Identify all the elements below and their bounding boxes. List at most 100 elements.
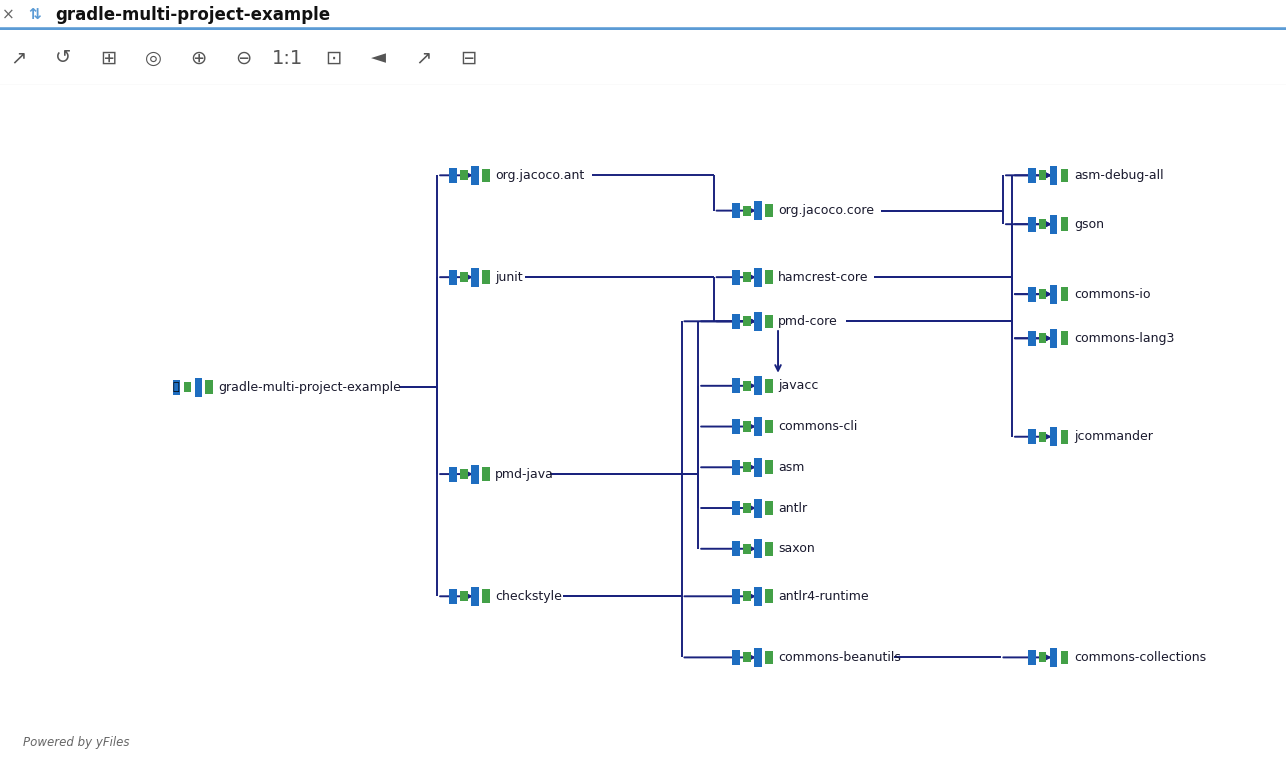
Bar — [765, 270, 773, 284]
Bar — [460, 170, 468, 180]
Text: ⇅: ⇅ — [28, 8, 41, 22]
Text: Powered by yFiles: Powered by yFiles — [23, 736, 130, 749]
Bar — [732, 378, 739, 393]
Text: jcommander: jcommander — [1074, 430, 1152, 443]
Text: commons-collections: commons-collections — [1074, 651, 1206, 664]
Bar — [482, 270, 490, 284]
Bar — [765, 379, 773, 393]
Bar — [743, 544, 751, 554]
Text: ⊕: ⊕ — [190, 48, 206, 67]
Bar — [754, 587, 761, 606]
Bar — [1061, 651, 1069, 664]
Bar — [754, 312, 761, 331]
Bar — [460, 469, 468, 479]
Bar — [1061, 430, 1069, 444]
Text: ↗: ↗ — [415, 48, 431, 67]
Text: asm: asm — [778, 461, 805, 474]
Text: ⊟: ⊟ — [460, 48, 476, 67]
Text: antlr4-runtime: antlr4-runtime — [778, 590, 868, 603]
Bar — [754, 499, 761, 517]
Bar — [732, 460, 739, 474]
Bar — [732, 589, 739, 604]
Bar — [1028, 331, 1035, 346]
Bar — [754, 648, 761, 667]
Bar — [743, 591, 751, 601]
Bar — [449, 467, 457, 481]
Text: commons-beanutils: commons-beanutils — [778, 651, 901, 664]
Bar — [1061, 332, 1069, 345]
Text: ⊡: ⊡ — [325, 48, 341, 67]
Text: 🐘: 🐘 — [172, 382, 180, 392]
Bar — [1049, 648, 1057, 667]
Bar — [765, 461, 773, 474]
Text: checkstyle: checkstyle — [495, 590, 562, 603]
Text: ↺: ↺ — [55, 48, 71, 67]
Bar — [482, 590, 490, 603]
Bar — [1049, 215, 1057, 234]
Text: gson: gson — [1074, 218, 1103, 231]
Bar — [765, 651, 773, 664]
Bar — [1028, 217, 1035, 231]
Bar — [194, 377, 202, 397]
Bar — [732, 650, 739, 665]
Text: commons-cli: commons-cli — [778, 420, 858, 433]
Bar — [743, 422, 751, 432]
Bar — [743, 652, 751, 662]
Text: saxon: saxon — [778, 542, 815, 555]
Bar — [1039, 219, 1047, 229]
Bar — [743, 272, 751, 282]
Bar — [765, 542, 773, 555]
Bar — [449, 168, 457, 183]
Bar — [732, 419, 739, 434]
Text: org.jacoco.core: org.jacoco.core — [778, 204, 874, 217]
Text: antlr: antlr — [778, 501, 808, 514]
Text: pmd-java: pmd-java — [495, 468, 554, 481]
Bar — [471, 465, 478, 484]
Bar — [765, 590, 773, 603]
Bar — [206, 380, 213, 394]
Text: pmd-core: pmd-core — [778, 315, 837, 328]
Bar — [732, 270, 739, 285]
Text: commons-io: commons-io — [1074, 287, 1150, 300]
Bar — [754, 539, 761, 558]
Text: ◄: ◄ — [370, 48, 386, 67]
Bar — [732, 541, 739, 556]
Bar — [184, 382, 192, 392]
Bar — [743, 316, 751, 326]
Bar — [1049, 427, 1057, 446]
Bar — [172, 380, 180, 395]
Bar — [743, 380, 751, 391]
Bar — [1039, 432, 1047, 442]
Bar — [754, 377, 761, 395]
Bar — [754, 267, 761, 286]
Bar — [1028, 168, 1035, 183]
Text: asm-debug-all: asm-debug-all — [1074, 169, 1164, 182]
Bar — [765, 419, 773, 433]
Text: hamcrest-core: hamcrest-core — [778, 270, 868, 283]
Bar — [1028, 429, 1035, 444]
Text: 1:1: 1:1 — [273, 48, 303, 67]
Bar — [1049, 285, 1057, 303]
Bar — [460, 591, 468, 601]
Bar — [460, 272, 468, 282]
Bar — [1061, 169, 1069, 182]
Bar — [1039, 289, 1047, 299]
Text: gradle-multi-project-example: gradle-multi-project-example — [55, 6, 331, 24]
Bar — [482, 468, 490, 481]
Bar — [482, 169, 490, 182]
Bar — [732, 500, 739, 516]
Text: ↗: ↗ — [10, 48, 26, 67]
Bar — [732, 203, 739, 218]
Bar — [754, 417, 761, 436]
Bar — [732, 314, 739, 329]
Bar — [765, 204, 773, 218]
Bar — [449, 589, 457, 604]
Text: ×: × — [1, 8, 14, 22]
Bar — [1049, 166, 1057, 185]
Bar — [1061, 287, 1069, 301]
Text: ⊖: ⊖ — [235, 48, 251, 67]
Text: commons-lang3: commons-lang3 — [1074, 332, 1174, 345]
Bar — [449, 270, 457, 285]
Bar — [743, 206, 751, 215]
Bar — [1039, 652, 1047, 662]
